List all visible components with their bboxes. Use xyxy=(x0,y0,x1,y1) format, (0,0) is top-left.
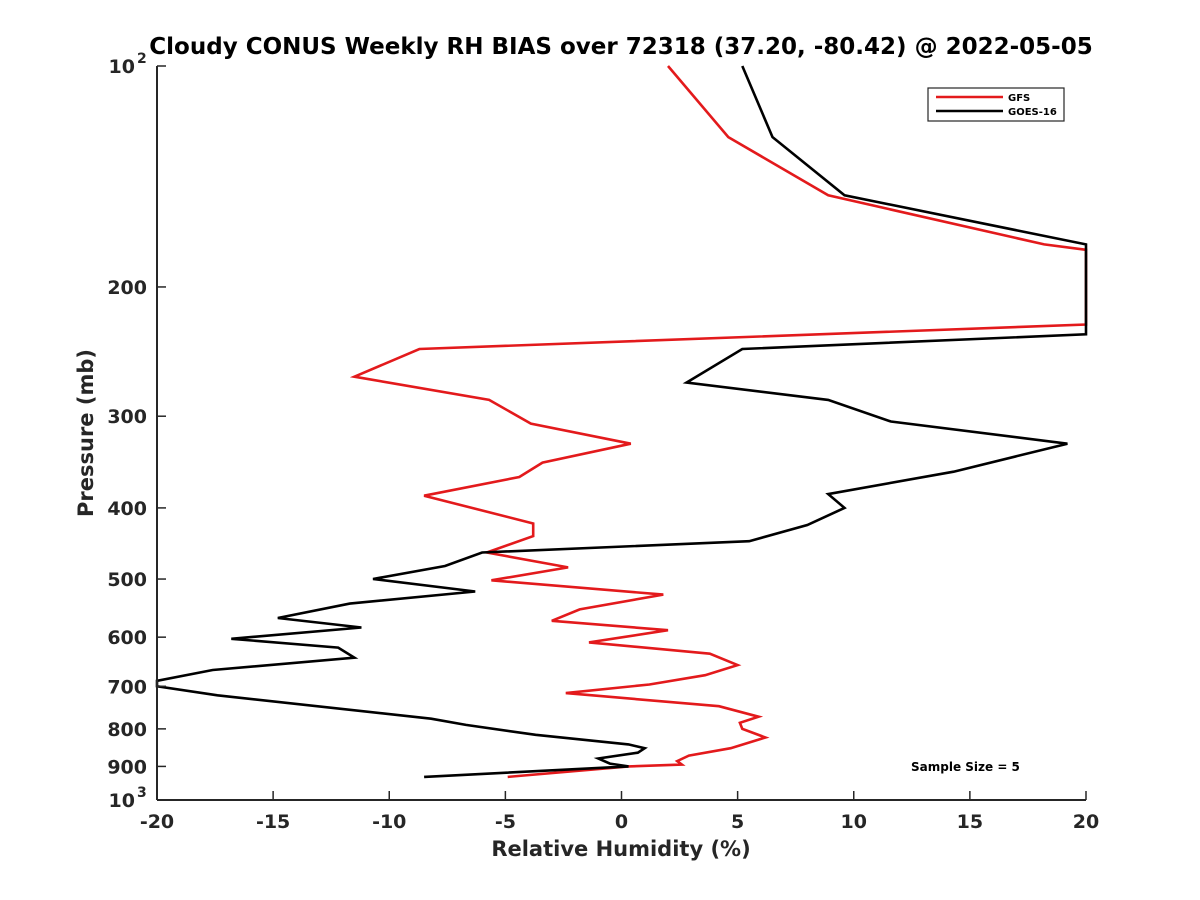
series-layer xyxy=(155,65,1088,779)
x-tick-label: 0 xyxy=(615,811,628,833)
x-tick-label: -5 xyxy=(495,811,516,833)
x-ticks: -20 -15 -10 -5 0 5 10 15 20 xyxy=(140,791,1099,833)
series-line-gfs xyxy=(349,65,1088,779)
x-tick-label: 10 xyxy=(841,811,867,833)
x-tick-label: 20 xyxy=(1073,811,1099,833)
x-tick-label: -15 xyxy=(256,811,290,833)
sample-size-annotation: Sample Size = 5 xyxy=(911,760,1020,774)
y-tick-label: 10 xyxy=(109,56,135,78)
y-axis-label: Pressure (mb) xyxy=(74,349,98,517)
y-tick-label: 500 xyxy=(107,569,147,591)
x-tick-label: -10 xyxy=(372,811,406,833)
series-line-goes16 xyxy=(155,65,1088,779)
legend-label-gfs: GFS xyxy=(1008,93,1030,104)
y-tick-label: 700 xyxy=(107,676,147,698)
x-tick-label: 15 xyxy=(957,811,983,833)
y-tick-label: 600 xyxy=(107,627,147,649)
y-tick-label: 400 xyxy=(107,498,147,520)
legend: GFS GOES-16 xyxy=(927,87,1065,122)
y-tick-label: 300 xyxy=(107,406,147,428)
chart-title: Cloudy CONUS Weekly RH BIAS over 72318 (… xyxy=(149,34,1092,60)
y-tick-exponent: 2 xyxy=(137,51,147,67)
x-axis-label: Relative Humidity (%) xyxy=(491,837,750,861)
legend-label-goes16: GOES-16 xyxy=(1008,107,1057,118)
legend-box xyxy=(927,87,1065,122)
y-tick-label: 10 xyxy=(109,790,135,812)
y-tick-label: 900 xyxy=(107,756,147,778)
y-tick-label: 200 xyxy=(107,277,147,299)
x-tick-label: 5 xyxy=(731,811,744,833)
x-tick-label: -20 xyxy=(140,811,174,833)
y-tick-exponent: 3 xyxy=(137,785,147,801)
y-tick-label: 800 xyxy=(107,719,147,741)
